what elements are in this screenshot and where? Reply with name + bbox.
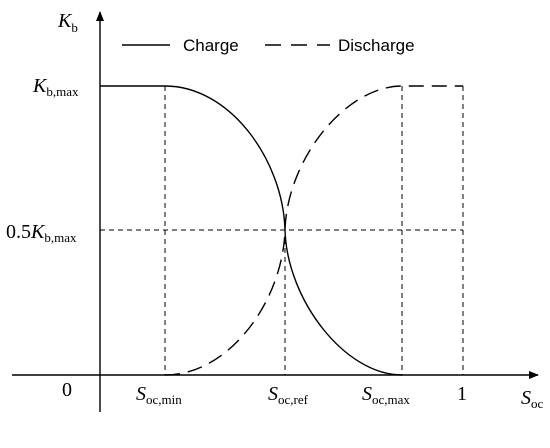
legend-discharge-label: Discharge: [338, 36, 415, 55]
x-tick-soc-ref: Soc,ref: [268, 383, 309, 407]
guide-lines: [100, 86, 464, 375]
x-tick-soc-min: Soc,min: [136, 383, 182, 407]
y-tick-half-kb-max: 0.5Kb,max: [6, 221, 77, 245]
x-tick-one: 1: [457, 383, 467, 405]
legend-charge-label: Charge: [183, 36, 239, 55]
y-axis-title: Kb: [57, 10, 78, 35]
x-axis-title: Soc: [521, 387, 544, 411]
legend: Charge Discharge: [122, 36, 415, 55]
origin-label: 0: [62, 379, 72, 401]
discharge-curve: [164, 85, 463, 376]
x-tick-soc-max: Soc,max: [362, 383, 410, 407]
y-tick-kb-max: Kb,max: [32, 75, 79, 99]
charge-curve: [100, 85, 403, 376]
